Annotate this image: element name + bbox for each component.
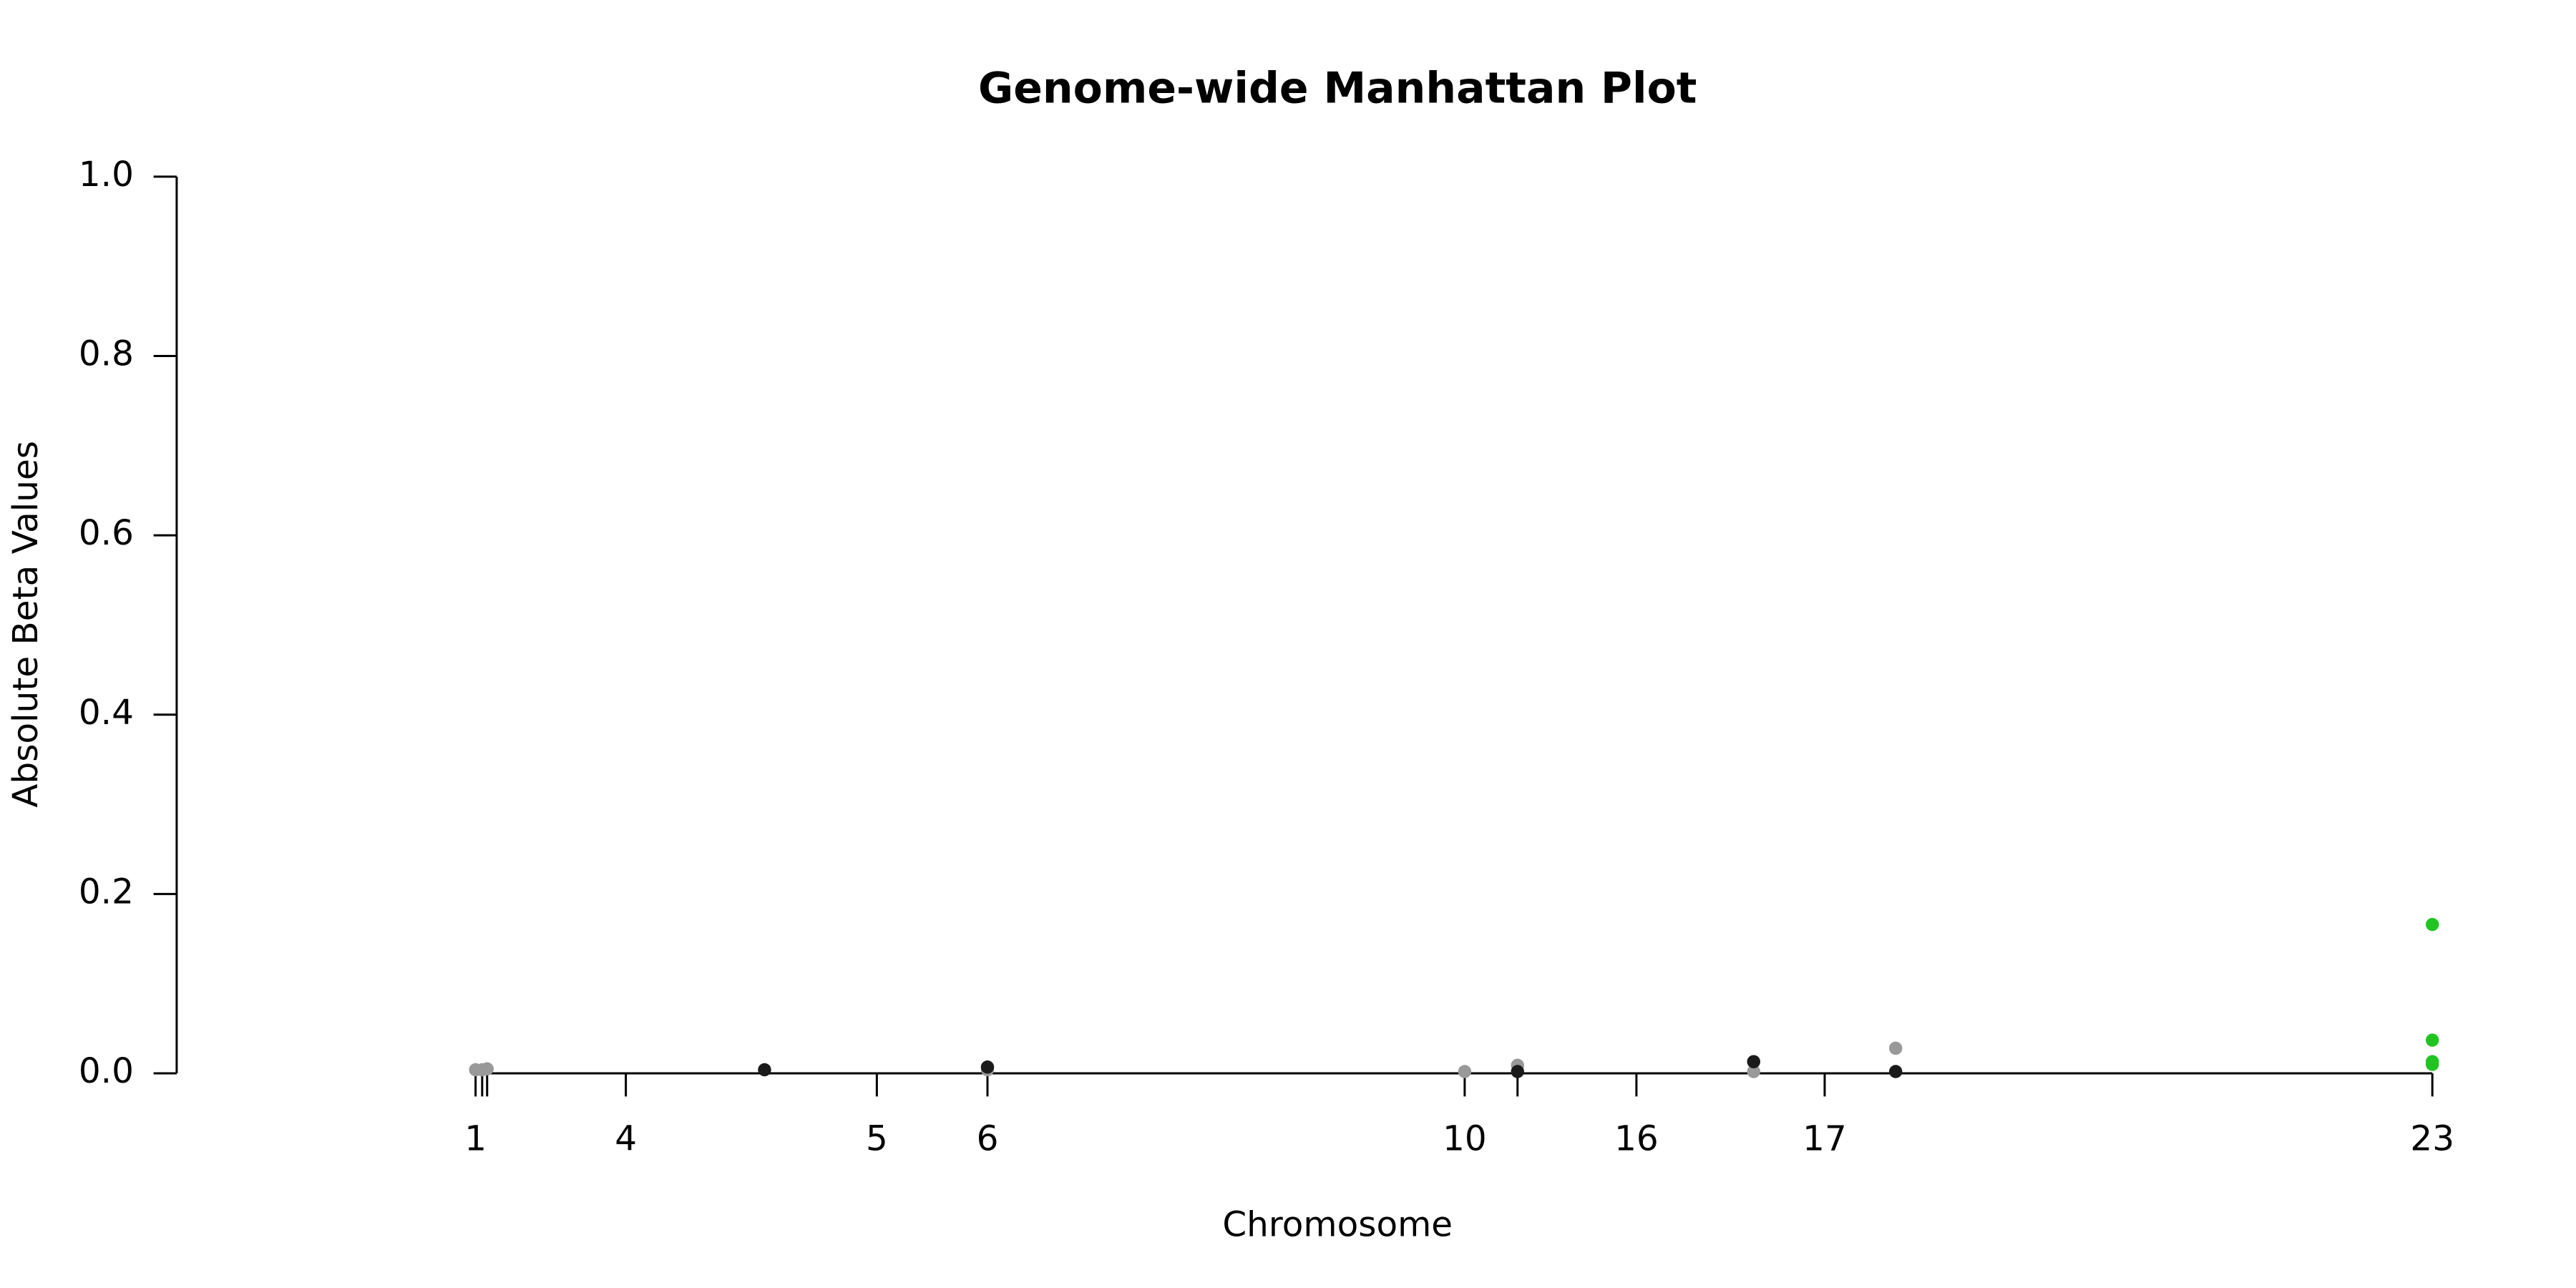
x-axis-label: Chromosome [1222,1205,1453,1245]
x-tick-label: 17 [1802,1119,1847,1159]
point [1458,1065,1472,1078]
point [1747,1065,1760,1078]
y-tick-label: 0.0 [79,1051,134,1091]
point [2426,1033,2439,1047]
x-tick-label: 10 [1443,1119,1487,1159]
x-tick-label: 1 [464,1119,487,1159]
y-tick-label: 0.8 [79,334,134,374]
y-tick-label: 0.4 [79,693,134,733]
point [2426,917,2439,932]
point [1889,1065,1903,1078]
point [1511,1065,1524,1078]
x-tick-label: 6 [977,1119,999,1159]
point [980,1060,995,1074]
y-axis-label: Absolute Beta Values [6,441,46,808]
point [758,1063,771,1077]
y-tick-label: 0.2 [79,872,134,912]
x-tick-label: 16 [1614,1119,1659,1159]
y-tick-label: 0.6 [79,513,134,553]
point [1889,1041,1903,1055]
point [480,1062,494,1075]
chart-title: Genome-wide Manhattan Plot [978,64,1697,114]
x-tick-label: 4 [615,1119,637,1159]
x-tick-label: 23 [2410,1119,2454,1159]
x-tick-label: 5 [866,1119,888,1159]
y-tick-label: 1.0 [79,155,134,195]
point [2426,1058,2439,1071]
point [1747,1055,1760,1068]
